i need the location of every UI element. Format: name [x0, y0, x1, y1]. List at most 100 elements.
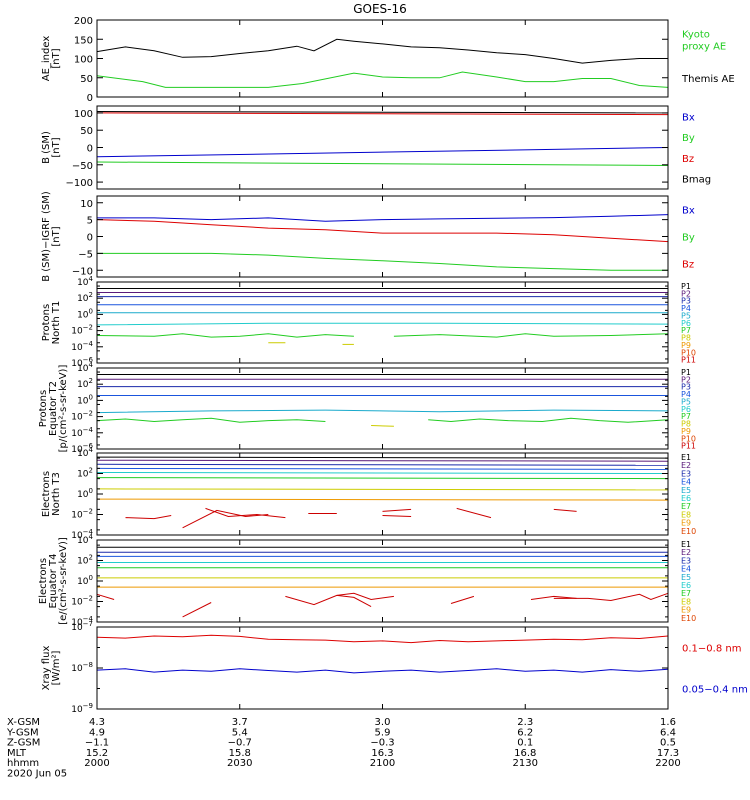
legend-label: E6 [681, 581, 691, 590]
y-tick-label: 102 [77, 291, 93, 304]
y-tick-exponent: −2 [83, 508, 93, 516]
series-bsm-Bmag [96, 111, 669, 114]
footer-row-label: MLT [7, 748, 27, 759]
legend-label: E10 [681, 614, 696, 623]
y-tick-exponent: 2 [89, 291, 93, 299]
y-axis-label-line: [e/(cm²-s-sr-keV)] [58, 537, 69, 625]
y-tick-exponent: 2 [89, 377, 93, 385]
y-tick-exponent: 0 [89, 487, 93, 495]
y-tick-exponent: 0 [89, 574, 93, 582]
footer-value: 2000 [84, 758, 109, 769]
series-ae-Kyoto-proxy-AE [96, 71, 669, 88]
footer-value: 3.7 [232, 717, 248, 728]
y-tick-exponent: 0 [89, 307, 93, 315]
footer-value: 17.3 [657, 748, 679, 759]
series-pnorth-P7b [393, 333, 669, 338]
legend-label: By [682, 233, 695, 244]
y-tick-label: 100 [77, 574, 93, 587]
series-enorth-E9b [182, 509, 269, 529]
series-eequator-E9c [285, 592, 394, 606]
y-tick-label: 10−2 [71, 324, 93, 337]
legend-label: P7 [681, 412, 691, 421]
series-enorth-E8 [96, 498, 669, 501]
y-ticks-bsm: −100 −50 0 50 100 [66, 109, 668, 189]
legend-label: E7 [681, 589, 691, 598]
y-axis-label-bigrf: B (SM)−IGRF (SM) [nT] [41, 191, 62, 282]
legend-label: E6 [681, 494, 691, 503]
series-enorth-E5 [96, 472, 669, 474]
y-tick-exponent: −7 [83, 620, 93, 628]
legend-label: P5 [681, 397, 691, 406]
y-tick-exponent: 4 [89, 533, 94, 541]
footer-value: 16.3 [371, 748, 393, 759]
y-axis-label-line: [nT] [51, 48, 62, 68]
legend-label: P4 [681, 390, 691, 399]
y-tick-label: 10−8 [71, 661, 93, 674]
footer-value: 4.9 [89, 727, 105, 738]
y-tick-label: 102 [77, 467, 93, 480]
series-enorth-E9e [382, 508, 412, 512]
y-tick-label: 150 [74, 35, 93, 46]
legend-label: E5 [681, 573, 691, 582]
legend-label: P1 [681, 282, 691, 291]
panel-frame-ae [96, 19, 669, 98]
legend-bsm: Bx By Bz Bmag [682, 112, 711, 185]
legend-label: P4 [681, 304, 691, 313]
series-enorth-E2 [96, 459, 669, 462]
y-axis-label-line: North T1 [51, 301, 62, 345]
legend-label: E9 [681, 519, 691, 528]
legend-label: E8 [681, 510, 691, 519]
series-enorth-E3 [96, 463, 669, 466]
legend-label: proxy AE [682, 41, 726, 52]
series-pequator-P5 [96, 409, 669, 414]
legend-label: P9 [681, 341, 691, 350]
y-axis-label-line: AE_index [41, 36, 52, 82]
panel-bsm: −100 −50 0 50 100 B (SM) [nT] Bx By Bz Bmag [41, 105, 711, 190]
legend-label: P6 [681, 405, 691, 414]
y-tick-exponent: −6 [83, 356, 94, 364]
series-bsm-Bx [96, 147, 669, 158]
series-pequator-P6b [428, 417, 669, 423]
y-tick-label: 200 [74, 16, 93, 27]
legend-label: Kyoto [682, 29, 710, 40]
footer-value: 6.4 [660, 727, 676, 738]
y-tick-exponent: −4 [83, 340, 94, 348]
y-tick-label: 102 [77, 554, 93, 567]
legend-label: P1 [681, 368, 691, 377]
series-ae-Themis-AE [96, 38, 668, 64]
footer-value: 1.6 [660, 717, 676, 728]
y-tick-exponent: −4 [83, 528, 94, 536]
series-pequator-P6 [96, 417, 326, 423]
y-tick-exponent: −2 [83, 595, 93, 603]
y-axis-label-line: Protons [38, 390, 49, 427]
legend-label: P3 [681, 383, 691, 392]
footer-value: 15.2 [86, 748, 108, 759]
legend-label: 0.1−0.8 nm [682, 644, 741, 655]
y-axis-label-line: B (SM) [41, 131, 52, 164]
series-eequator-E9g [553, 592, 669, 602]
legend-label: E1 [681, 453, 691, 462]
legend-label: Bx [682, 112, 695, 123]
y-tick-label: 10−4 [71, 426, 93, 439]
y-tick-label: 10 [80, 199, 93, 210]
footer-value: 16.8 [514, 748, 536, 759]
legend-label: Themis AE [681, 74, 735, 85]
y-tick-label: 100 [77, 307, 93, 320]
series-eequator-E9e [450, 595, 475, 604]
y-tick-exponent: −6 [83, 442, 94, 450]
legend-bigrf: Bx By Bz [682, 206, 695, 271]
legend-xray: 0.1−0.8 nm 0.05−0.4 nm [682, 644, 748, 696]
series-eequator-E9b [182, 602, 212, 618]
legend-label: P11 [681, 356, 696, 365]
footer-value: 2130 [513, 758, 538, 769]
legend-label: E10 [681, 527, 696, 536]
panel-frame-pequator [96, 367, 669, 450]
